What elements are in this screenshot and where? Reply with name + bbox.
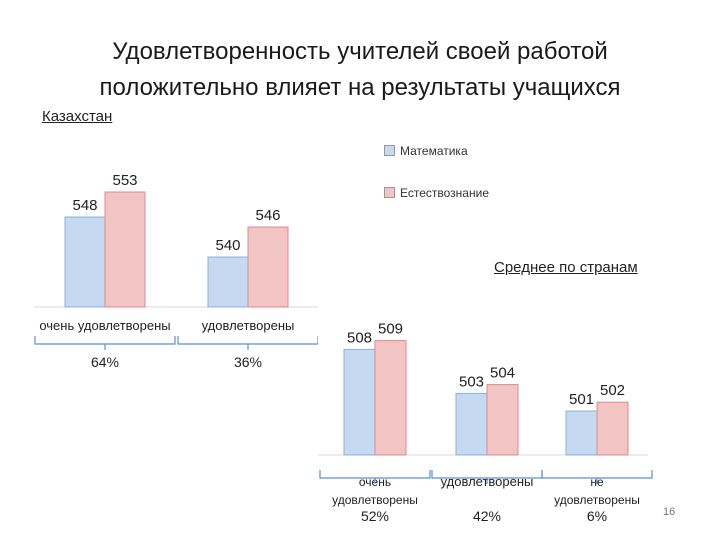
bar-science-2	[486, 384, 519, 456]
bar-science-1	[374, 340, 407, 456]
legend-swatch-math	[384, 145, 395, 156]
category-label-2: удовлетворены	[202, 318, 295, 333]
data-label-math-1: 548	[72, 197, 97, 214]
category-label-1: очень удовлетворены	[39, 318, 170, 333]
share-label-1: 52%	[361, 508, 389, 524]
data-label-science-1: 553	[112, 172, 137, 189]
data-label-science-3: 502	[600, 382, 625, 399]
slide-title: Удовлетворенность учителей своей работой…	[0, 34, 720, 106]
title-line-1: Удовлетворенность учителей своей работой	[112, 38, 608, 65]
share-label-1: 64%	[91, 354, 119, 370]
bar-math-2	[455, 392, 488, 456]
data-label-science-2: 504	[490, 365, 515, 382]
data-label-math-1: 508	[347, 329, 372, 346]
bar-math-2	[207, 256, 249, 308]
legend-label-math: Математика	[400, 144, 468, 158]
bar-science-2	[247, 226, 289, 308]
data-label-math-3: 501	[569, 391, 594, 408]
bar-science-3	[596, 401, 629, 456]
category-label-3-line-2: удовлетворены	[554, 493, 640, 507]
data-label-math-2: 503	[459, 373, 484, 390]
chart-title-kazakhstan: Казахстан	[42, 108, 113, 125]
legend-label-science: Естествознание	[400, 186, 489, 200]
chart-title-average: Среднее по странам	[494, 259, 638, 276]
bar-science-1	[104, 191, 146, 308]
title-line-2: положительно влияет на результаты учащих…	[99, 74, 621, 101]
legend-item-math: Математика	[384, 144, 468, 158]
data-label-science-1: 509	[378, 321, 403, 338]
legend-item-science: Естествознание	[384, 186, 489, 200]
bar-math-1	[343, 348, 376, 456]
data-label-science-2: 546	[255, 207, 280, 224]
share-label-3: 6%	[587, 508, 607, 524]
bar-math-3	[565, 410, 598, 456]
page-number: 16	[663, 506, 676, 518]
data-label-math-2: 540	[215, 237, 240, 254]
legend-swatch-science	[384, 187, 395, 198]
share-label-2: 42%	[473, 508, 501, 524]
category-label-1-line-2: удовлетворены	[332, 493, 418, 507]
share-label-2: 36%	[234, 354, 262, 370]
